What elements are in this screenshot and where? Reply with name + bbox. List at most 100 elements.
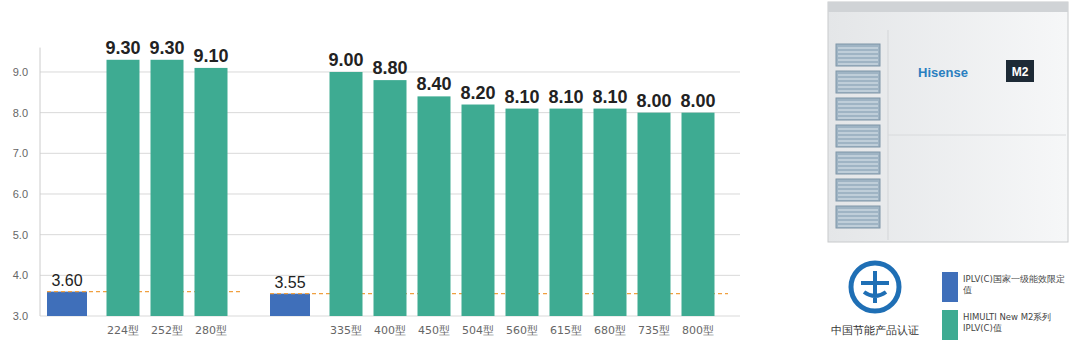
brand: Hisense (918, 65, 968, 80)
grille-line (838, 64, 878, 65)
grille-line (838, 60, 878, 61)
x-tick-label: 335型 (330, 324, 362, 337)
grille (836, 152, 880, 174)
logo-ring (851, 263, 899, 311)
grille-line (838, 129, 878, 130)
y-tick-label: 4.0 (13, 269, 28, 281)
grid (40, 72, 740, 316)
x-tick-label: 800型 (682, 324, 714, 337)
grille-line (838, 87, 878, 88)
data-label: 8.40 (416, 74, 451, 94)
bar (151, 60, 184, 316)
data-label: 3.55 (274, 274, 305, 291)
grille-line (838, 160, 878, 161)
data-label: 9.00 (328, 50, 363, 70)
grille-line (838, 114, 878, 115)
data-label: 9.30 (149, 38, 184, 58)
y-tick-label: 9.0 (13, 66, 28, 78)
grille-line (838, 168, 878, 169)
grille-line (838, 218, 878, 219)
grille-line (838, 214, 878, 215)
y-tick-label: 6.0 (13, 188, 28, 200)
x-tick-label: 615型 (550, 324, 582, 337)
grille-line (838, 164, 878, 165)
data-label: 8.20 (460, 83, 495, 103)
grille-line (838, 145, 878, 146)
badge-text: M2 (1012, 65, 1029, 79)
legend-text: HIMULTI New M2系列IPLV(C)值 (963, 312, 1071, 334)
y-tick-label: 7.0 (13, 147, 28, 159)
labels: 3.60 3.55 9.30 9.30 9.10 9.00 8.80 8.40 8.20 8.10… (51, 38, 715, 291)
grille-line (838, 75, 878, 76)
grille-line (838, 79, 878, 80)
x-tick-label: 224型 (107, 324, 139, 337)
grille-line (838, 133, 878, 134)
chart: 3.04.05.06.07.08.09.03.603.559.309.309.1… (0, 0, 1080, 353)
x-tick-label: 735型 (638, 324, 670, 337)
grille-line (838, 141, 878, 142)
data-label: 8.00 (680, 91, 715, 111)
bar (107, 60, 140, 316)
panel-seam (888, 135, 1066, 136)
bar (330, 72, 363, 316)
grille-line (838, 195, 878, 196)
product-image: Hisense M2 (828, 2, 1068, 242)
grille-line (838, 183, 878, 184)
grille-line (838, 199, 878, 200)
data-label: 9.30 (105, 38, 140, 58)
x-tick-label: 280型 (195, 324, 227, 337)
grille-line (838, 187, 878, 188)
x-tick-label: 450型 (418, 324, 450, 337)
bar (270, 294, 310, 316)
x-tick-label: 560型 (506, 324, 538, 337)
grille-line (838, 156, 878, 157)
grille-line (838, 137, 878, 138)
bar (682, 113, 715, 316)
grille-line (838, 226, 878, 227)
grille-line (838, 106, 878, 107)
legend-entry: IPLV(C)国家一级能效限定值 (963, 274, 1079, 308)
data-label: 3.60 (51, 272, 82, 289)
y-tick-label: 3.0 (13, 310, 28, 322)
data-label: 8.10 (504, 87, 539, 107)
bar (594, 109, 627, 316)
grille (836, 179, 880, 201)
bar (506, 109, 539, 316)
data-label: 8.00 (636, 91, 671, 111)
legend-swatch (942, 272, 958, 302)
grille (836, 206, 880, 228)
data-label: 8.80 (372, 58, 407, 78)
legend-swatch (942, 310, 958, 340)
unit-body (828, 2, 1068, 242)
cert-logo: 中国节能产品认证 (831, 263, 919, 336)
bar (47, 292, 87, 316)
grille-line (838, 56, 878, 57)
bar (462, 105, 495, 316)
x-tick-label: 504型 (462, 324, 494, 337)
grille (836, 71, 880, 93)
bar (550, 109, 583, 316)
badge (1006, 60, 1034, 82)
x-tick-label: 680型 (594, 324, 626, 337)
grille-line (838, 191, 878, 192)
grille-line (838, 172, 878, 173)
bar (418, 96, 451, 316)
bar (638, 113, 671, 316)
y-tick-label: 5.0 (13, 229, 28, 241)
grille-line (838, 48, 878, 49)
legend-entry: HIMULTI New M2系列IPLV(C)值 (963, 312, 1079, 346)
bars (47, 60, 728, 316)
grille-line (838, 110, 878, 111)
data-label: 9.10 (193, 46, 228, 66)
grille (836, 125, 880, 147)
grille (836, 44, 880, 66)
unit-top (828, 2, 1068, 12)
data-label: 8.10 (592, 87, 627, 107)
grille-line (838, 210, 878, 211)
grille-line (838, 91, 878, 92)
grille-line (838, 83, 878, 84)
bar (374, 80, 407, 316)
legend-text: IPLV(C)国家一级能效限定值 (963, 274, 1071, 296)
grille-line (838, 118, 878, 119)
logo-mark (861, 271, 889, 303)
